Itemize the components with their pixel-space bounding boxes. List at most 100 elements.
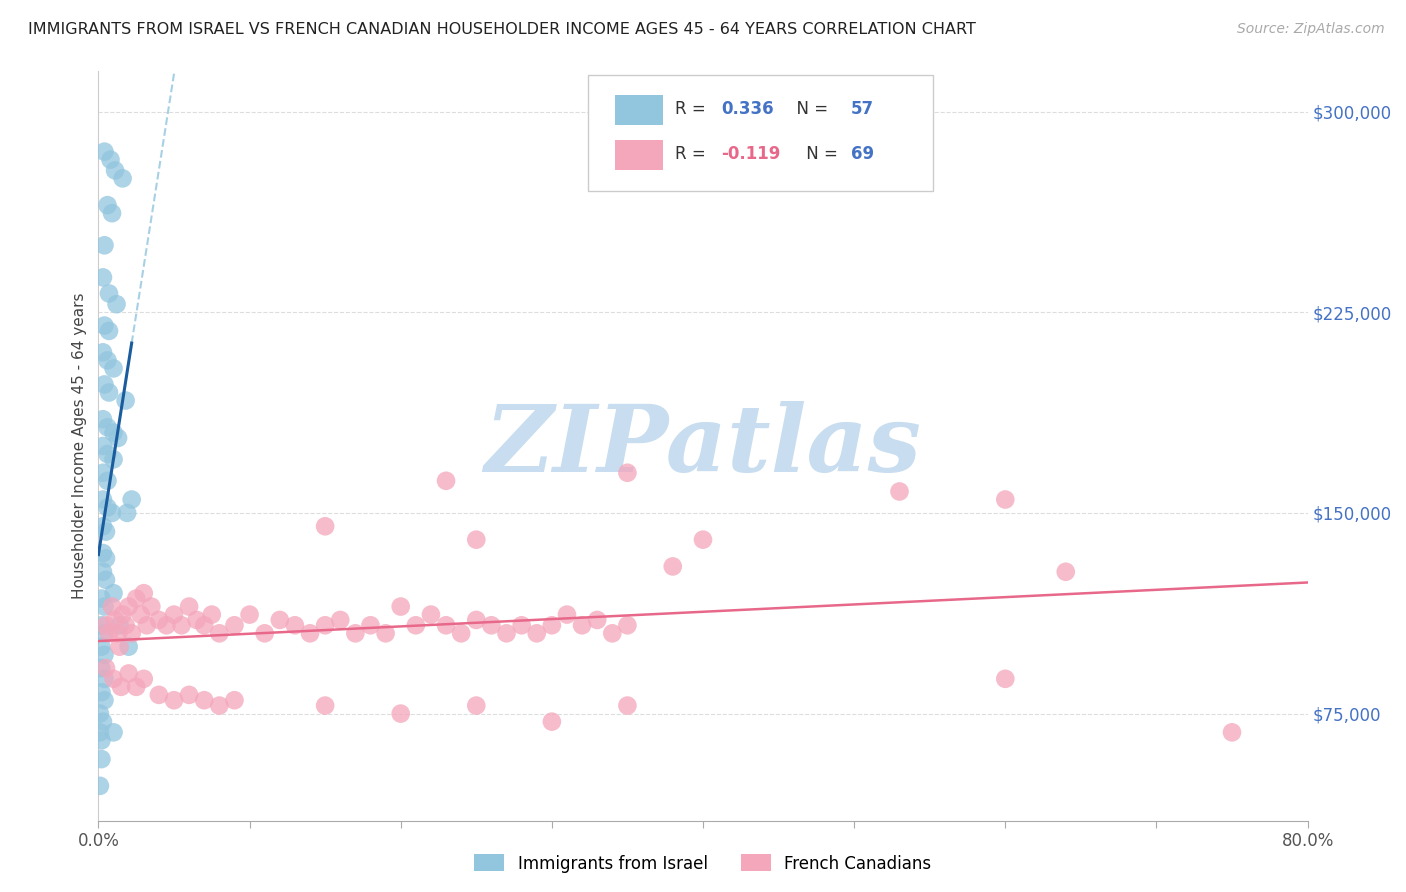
Point <box>103 725 125 739</box>
Point <box>179 599 201 614</box>
Point <box>186 613 208 627</box>
Point <box>135 618 157 632</box>
Point <box>104 163 127 178</box>
Point <box>692 533 714 547</box>
Point <box>586 613 609 627</box>
Point <box>314 618 336 632</box>
Point <box>90 640 112 654</box>
Point <box>193 693 215 707</box>
Point <box>96 500 118 515</box>
Text: -0.119: -0.119 <box>721 145 780 162</box>
Point <box>420 607 443 622</box>
Point <box>90 733 112 747</box>
Point <box>118 640 141 654</box>
Point <box>93 318 115 333</box>
Point <box>108 640 131 654</box>
Point <box>269 613 291 627</box>
Point <box>132 672 155 686</box>
Point <box>495 626 517 640</box>
Point <box>121 626 143 640</box>
Point <box>208 626 231 640</box>
Point <box>314 698 336 713</box>
Point <box>93 238 115 252</box>
Text: Source: ZipAtlas.com: Source: ZipAtlas.com <box>1237 22 1385 37</box>
Point <box>661 559 683 574</box>
Legend: Immigrants from Israel, French Canadians: Immigrants from Israel, French Canadians <box>468 847 938 880</box>
Point <box>224 618 246 632</box>
Point <box>91 714 114 729</box>
Point <box>90 752 112 766</box>
Point <box>616 698 638 713</box>
Point <box>179 688 201 702</box>
Point <box>98 385 121 400</box>
Point <box>465 698 488 713</box>
Point <box>96 198 118 212</box>
Point <box>94 524 117 539</box>
FancyBboxPatch shape <box>614 95 664 125</box>
Point <box>91 270 114 285</box>
Point <box>170 618 193 632</box>
Point <box>602 626 624 640</box>
Point <box>344 626 367 640</box>
Point <box>360 618 382 632</box>
Point <box>540 714 562 729</box>
Point <box>118 599 141 614</box>
Point <box>540 618 562 632</box>
Point <box>555 607 578 622</box>
Point <box>132 586 155 600</box>
Point <box>201 607 224 622</box>
Point <box>389 706 412 721</box>
Point <box>994 492 1017 507</box>
FancyBboxPatch shape <box>614 140 664 170</box>
Point <box>481 618 503 632</box>
Point <box>94 551 117 566</box>
Text: 57: 57 <box>851 100 873 118</box>
Point <box>110 680 132 694</box>
Point <box>103 672 125 686</box>
Y-axis label: Householder Income Ages 45 - 64 years: Householder Income Ages 45 - 64 years <box>72 293 87 599</box>
Point <box>434 618 457 632</box>
Point <box>96 474 118 488</box>
Point <box>94 661 117 675</box>
Point <box>125 680 148 694</box>
Point <box>93 599 115 614</box>
Point <box>93 377 115 392</box>
Point <box>224 693 246 707</box>
Point <box>114 393 136 408</box>
Point <box>148 613 170 627</box>
Point <box>111 607 134 622</box>
Point <box>284 618 307 632</box>
Point <box>90 618 112 632</box>
Point <box>329 613 352 627</box>
Point <box>104 613 127 627</box>
Point <box>93 693 115 707</box>
Point <box>93 626 115 640</box>
Point <box>163 693 186 707</box>
Point <box>91 519 114 533</box>
Text: IMMIGRANTS FROM ISRAEL VS FRENCH CANADIAN HOUSEHOLDER INCOME AGES 45 - 64 YEARS : IMMIGRANTS FROM ISRAEL VS FRENCH CANADIA… <box>28 22 976 37</box>
Point <box>93 672 115 686</box>
Point <box>994 672 1017 686</box>
Point <box>155 618 177 632</box>
Point <box>89 725 111 739</box>
Point <box>90 685 112 699</box>
Point <box>98 286 121 301</box>
Point <box>101 599 124 614</box>
Point <box>111 171 134 186</box>
Text: 0.336: 0.336 <box>721 100 773 118</box>
FancyBboxPatch shape <box>588 75 932 191</box>
Point <box>98 626 121 640</box>
Text: ZIPatlas: ZIPatlas <box>485 401 921 491</box>
Point <box>405 618 427 632</box>
Point <box>101 506 124 520</box>
Point <box>121 492 143 507</box>
Point <box>889 484 911 499</box>
Point <box>193 618 215 632</box>
Point <box>107 431 129 445</box>
Point <box>571 618 593 632</box>
Point <box>103 452 125 467</box>
Point <box>239 607 262 622</box>
Point <box>107 626 129 640</box>
Point <box>208 698 231 713</box>
Point <box>510 618 533 632</box>
